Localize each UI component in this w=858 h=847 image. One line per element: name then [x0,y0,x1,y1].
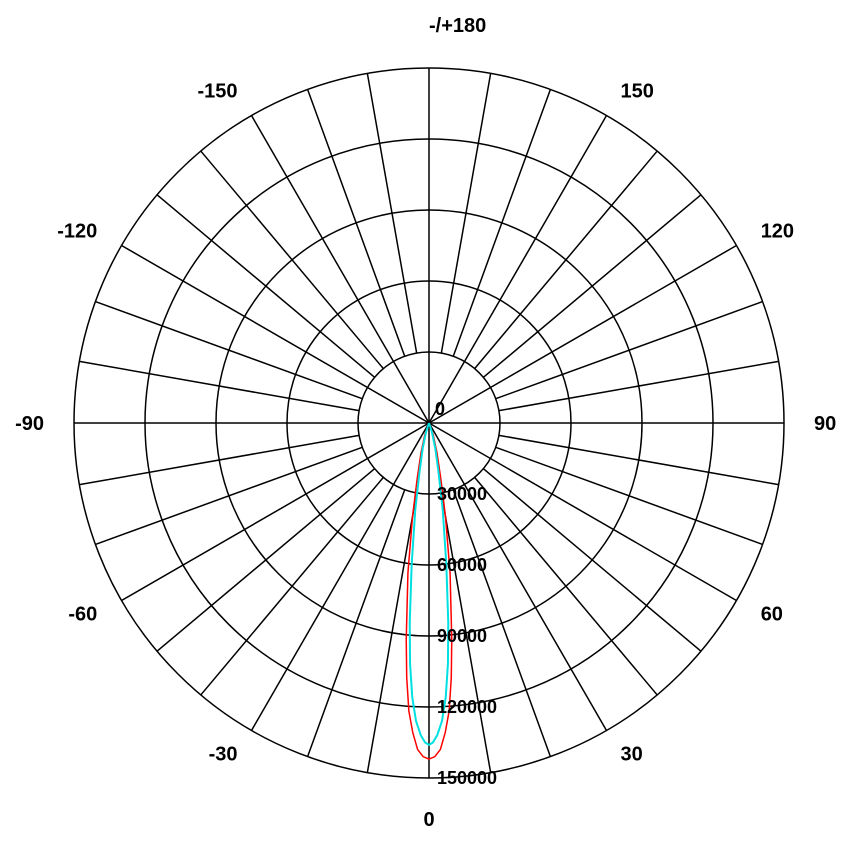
angle-label: 150 [621,80,654,102]
angle-label: -30 [209,744,238,766]
angle-label: -/+180 [429,15,486,37]
radial-label: 90000 [437,626,487,646]
angle-label: 30 [621,744,643,766]
polar-chart: 0 30000 60000 90000 120000 150000 -/+180 -150 15… [0,0,858,847]
radial-label: 120000 [437,697,497,717]
angle-label: -120 [57,221,97,243]
radial-label: 30000 [437,484,487,504]
angle-label: 120 [761,221,794,243]
angle-label: -90 [15,413,44,435]
angle-label: 0 [423,809,434,831]
angle-label: 60 [761,604,783,626]
radial-label: 60000 [437,555,487,575]
radial-label: 0 [435,399,445,419]
angle-label: 90 [814,413,836,435]
radial-label: 150000 [437,768,497,788]
angle-label: -60 [68,604,97,626]
angle-label: -150 [197,80,237,102]
